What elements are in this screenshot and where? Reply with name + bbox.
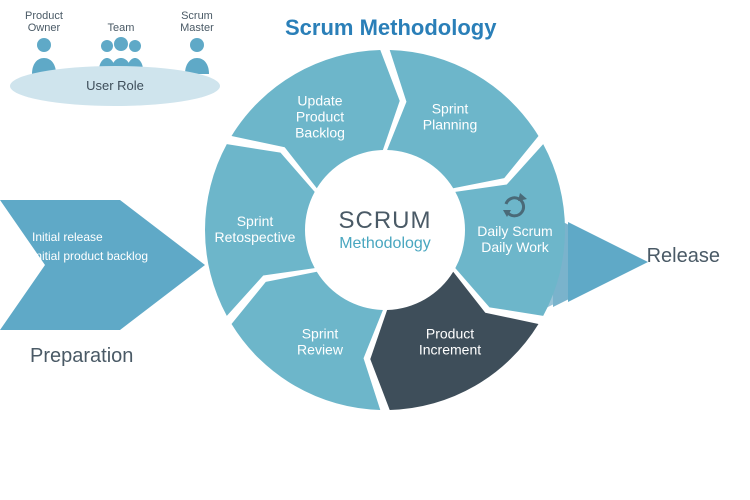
prep-item: Initial product backlog: [32, 247, 148, 266]
preparation-label: Preparation: [30, 345, 133, 368]
cycle-segment-label: Daily ScrumDaily Work: [477, 223, 552, 255]
prep-item: Initial release: [32, 228, 148, 247]
cycle-center: SCRUM Methodology: [315, 160, 455, 300]
scrum-cycle: SprintPlanningDaily ScrumDaily Work Prod…: [205, 50, 565, 410]
release-label: Release: [647, 245, 720, 268]
user-role-platform: User Role: [10, 66, 220, 106]
center-line1: SCRUM: [339, 207, 432, 235]
cycle-segment-label: UpdateProductBacklog: [295, 92, 345, 140]
user-role-block: ProductOwner Team ScrumMaster User Role: [10, 10, 230, 106]
cycle-segment-label: SprintReview: [297, 325, 344, 357]
role-product-owner: ProductOwner: [25, 10, 63, 76]
release-arrow-layer: [568, 222, 648, 302]
cycle-segment-label: ProductIncrement: [419, 325, 481, 357]
page-title: Scrum Methodology: [285, 15, 496, 41]
preparation-items: Initial releaseInitial product backlog: [22, 228, 148, 266]
user-role-label: User Role: [10, 78, 220, 93]
center-line2: Methodology: [339, 235, 431, 253]
